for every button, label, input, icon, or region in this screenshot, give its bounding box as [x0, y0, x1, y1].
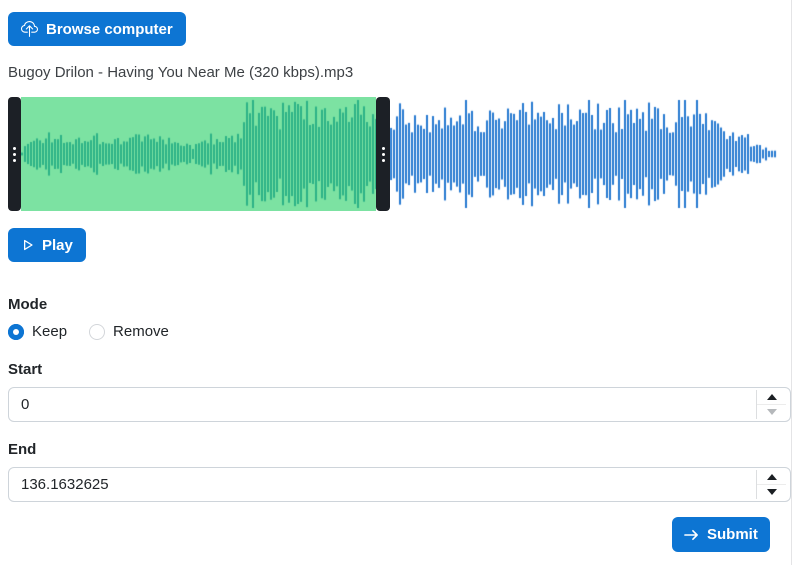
cloud-upload-icon [21, 20, 38, 38]
handle-grip-dot [381, 158, 385, 162]
end-spinner [756, 470, 786, 499]
start-decrement-button[interactable] [757, 405, 786, 419]
submit-label: Submit [707, 526, 758, 543]
spinner-down-icon [766, 489, 777, 495]
selection-start-handle[interactable] [8, 97, 21, 211]
mode-option-remove[interactable]: Remove [89, 323, 169, 340]
mode-option-keep[interactable]: Keep [8, 323, 67, 340]
play-label: Play [42, 236, 73, 254]
play-outline-icon [21, 238, 34, 252]
waveform-canvas[interactable] [21, 97, 777, 211]
handle-grip-dot [13, 158, 16, 162]
file-name: Bugoy Drilon - Having You Near Me (320 k… [8, 64, 354, 81]
browse-computer-label: Browse computer [46, 20, 173, 38]
end-input[interactable] [9, 468, 790, 501]
handle-grip-dot [381, 152, 385, 156]
radio-unselected-icon[interactable] [89, 323, 106, 340]
end-increment-button[interactable] [757, 470, 786, 485]
end-field [8, 467, 791, 502]
start-label: Start [8, 361, 43, 378]
selection-end-handle[interactable] [376, 97, 390, 211]
start-increment-button[interactable] [757, 390, 786, 405]
start-spinner [756, 390, 786, 419]
waveform-region [6, 97, 792, 211]
submit-button[interactable]: Submit [672, 517, 770, 552]
browse-computer-button[interactable]: Browse computer [8, 12, 186, 46]
radio-selected-icon[interactable] [8, 323, 24, 340]
mode-radio-group: Keep Remove [8, 323, 169, 340]
end-decrement-button[interactable] [757, 485, 786, 499]
arrow-right-icon [684, 529, 699, 541]
handle-grip-dot [13, 152, 16, 156]
mode-option-keep-label: Keep [32, 323, 68, 340]
mode-label: Mode [8, 296, 48, 313]
start-field [8, 387, 791, 422]
start-input[interactable] [9, 388, 790, 421]
play-button[interactable]: Play [8, 228, 86, 262]
end-label: End [8, 441, 37, 458]
spinner-down-icon [766, 409, 777, 415]
spinner-up-icon [766, 474, 777, 480]
page-right-border [791, 0, 792, 565]
handle-grip-dot [381, 146, 385, 150]
spinner-up-icon [766, 394, 777, 400]
handle-grip-dot [13, 146, 16, 150]
mode-option-remove-label: Remove [113, 323, 169, 340]
